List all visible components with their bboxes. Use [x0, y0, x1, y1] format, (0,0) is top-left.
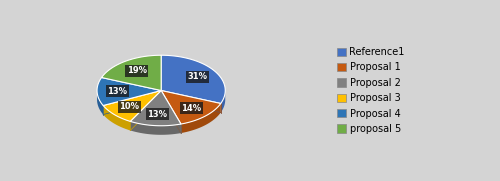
PathPatch shape — [130, 90, 181, 126]
PathPatch shape — [130, 121, 181, 135]
PathPatch shape — [220, 90, 225, 113]
Text: 31%: 31% — [188, 72, 208, 81]
PathPatch shape — [161, 55, 225, 104]
PathPatch shape — [161, 90, 220, 124]
Text: 19%: 19% — [126, 66, 146, 75]
PathPatch shape — [103, 106, 130, 131]
Text: 14%: 14% — [181, 104, 201, 113]
PathPatch shape — [102, 55, 161, 90]
Text: 10%: 10% — [120, 102, 140, 111]
Text: 13%: 13% — [108, 87, 128, 96]
PathPatch shape — [181, 104, 220, 133]
PathPatch shape — [103, 90, 161, 121]
Legend: Reference1, Proposal 1, Proposal 2, Proposal 3, Proposal 4, proposal 5: Reference1, Proposal 1, Proposal 2, Prop… — [337, 47, 405, 134]
PathPatch shape — [97, 77, 161, 106]
PathPatch shape — [97, 89, 103, 115]
Text: Shares of Preference: Shares of Preference — [101, 0, 282, 1]
Text: 13%: 13% — [147, 110, 167, 119]
